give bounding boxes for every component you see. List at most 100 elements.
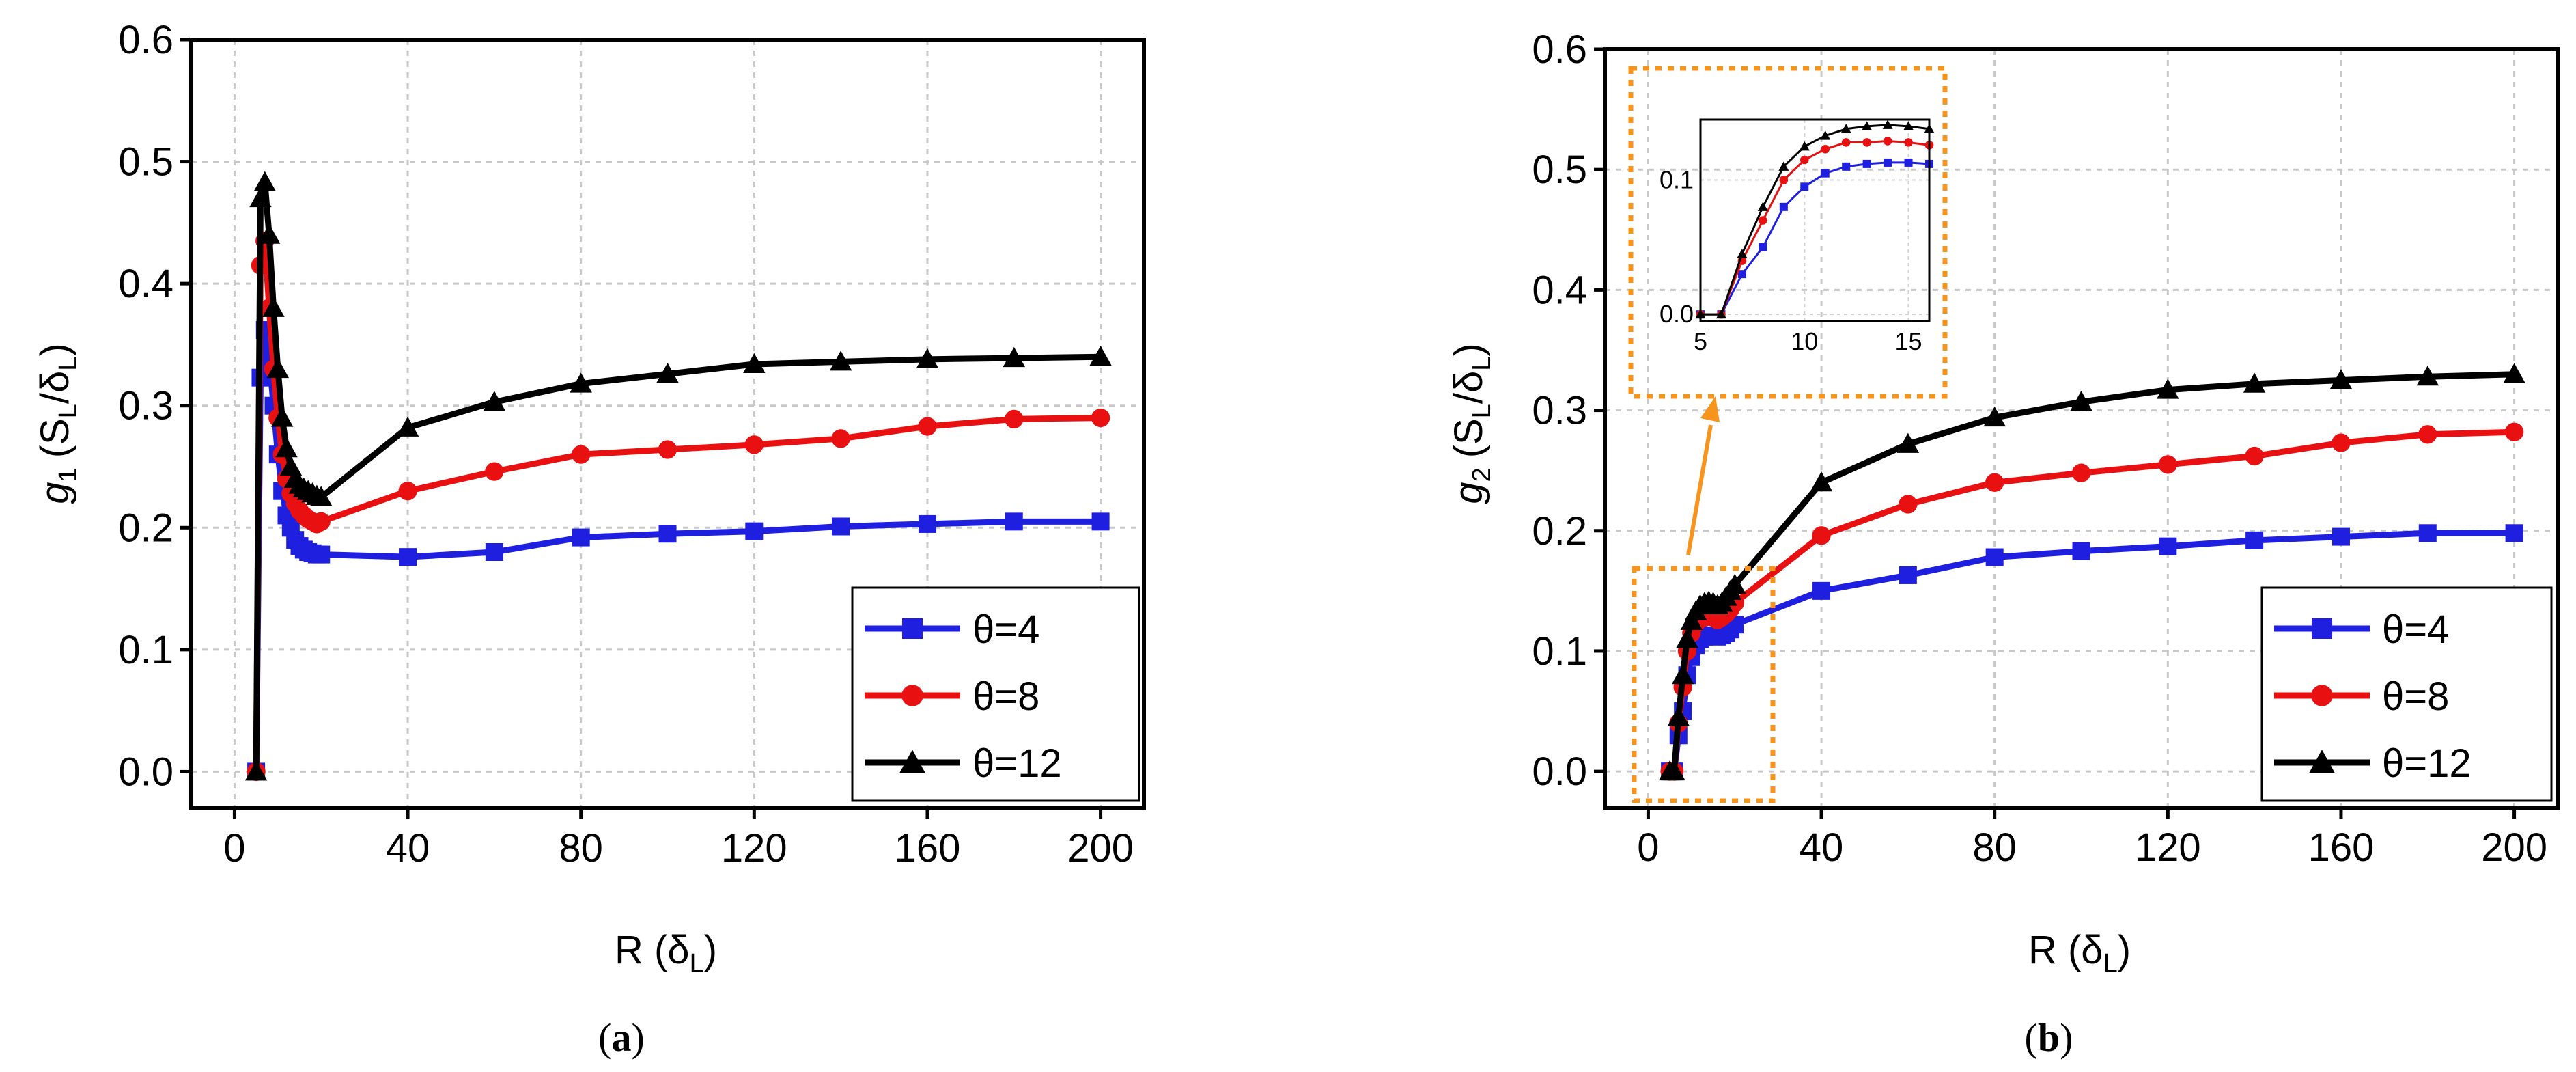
data-point-square [1005, 512, 1023, 531]
data-point-circle [1091, 408, 1110, 428]
inset-plot-frame [1699, 118, 1931, 322]
data-point-circle [2418, 425, 2437, 444]
data-point-circle [1985, 473, 2004, 492]
inset-data-point-circle [1904, 138, 1913, 147]
inset-data-point-square [1862, 159, 1871, 168]
ticks-b: 0 40 80 120 160 200 0.0 0.1 0.2 0.3 0.4 0.5 0.6 [1532, 27, 2547, 870]
data-point-triangle [1089, 346, 1112, 366]
x-tick-label: 200 [1067, 826, 1134, 870]
data-point-square [745, 522, 764, 540]
data-point-triangle [270, 407, 294, 427]
legend-marker-circle [901, 685, 923, 706]
inset-data-point-square [1779, 202, 1788, 211]
inset-data-point-triangle [1903, 121, 1914, 130]
data-point-square [2332, 527, 2350, 546]
data-point-circle [2504, 422, 2524, 441]
y-tick-label: 0.4 [118, 262, 173, 306]
y-tick-label: 0.0 [1532, 750, 1587, 794]
y-tick-label: 0.2 [118, 506, 173, 550]
legend-entries-b: θ=4 θ=8 θ=12 [2274, 607, 2472, 786]
data-point-circle [1899, 495, 1918, 514]
data-point-square [1985, 548, 2004, 566]
y-tick-label: 0.5 [1532, 148, 1587, 192]
y-tick-label: 0.4 [1532, 268, 1587, 312]
inset-x-tick-label: 15 [1895, 327, 1922, 355]
data-point-square [2159, 537, 2177, 555]
ticks-a: 0 40 80 120 160 200 0.0 0.1 0.2 0.3 0.4 0.5 0.6 [118, 18, 1134, 870]
caption-b: (b) [2025, 1015, 2073, 1060]
data-point-triangle [483, 391, 506, 411]
inset-data-point-triangle [1737, 249, 1748, 258]
x-tick-label: 200 [2481, 825, 2547, 870]
data-point-triangle [253, 171, 277, 191]
x-tick-label: 0 [223, 826, 245, 870]
data-point-triangle [1896, 432, 1920, 453]
data-point-triangle [1003, 346, 1026, 368]
legend-marker-circle [2311, 685, 2333, 706]
data-point-triangle [2503, 363, 2525, 383]
inset-data-point-triangle [1757, 202, 1768, 211]
data-point-triangle [309, 486, 333, 506]
data-point-triangle [656, 363, 679, 383]
data-point-circle [1005, 409, 1024, 429]
data-point-triangle [916, 348, 939, 368]
inset-chart: 5 10 15 0.0 0.1 [1660, 118, 1935, 355]
legend-marker-square [2312, 618, 2332, 639]
data-point-triangle [262, 297, 285, 317]
x-axis-label-a: R (δL) [615, 928, 717, 978]
data-point-square [1812, 581, 1831, 600]
y-tick-label: 0.5 [118, 140, 173, 184]
inset-series-line-triangle [1700, 124, 1930, 316]
data-point-circle [1812, 526, 1831, 545]
inset-data-point-triangle [1882, 120, 1893, 129]
data-point-triangle [1671, 663, 1694, 685]
data-point-triangle [2416, 365, 2439, 386]
data-point-triangle [1663, 760, 1685, 781]
data-point-circle [2332, 433, 2351, 452]
inset-data-point-circle [1800, 155, 1809, 165]
legend-label: θ=8 [972, 674, 1039, 719]
chart-panel-a: 0 40 80 120 160 200 0.0 0.1 0.2 0.3 0.4 0.5 0.6 g1(S… [33, 18, 1146, 1060]
y-tick-label: 0.1 [1532, 629, 1587, 674]
data-point-square [312, 545, 331, 564]
data-point-triangle [1983, 406, 2006, 427]
inset-data-point-circle [1821, 144, 1830, 154]
data-point-circle [2158, 455, 2177, 474]
legend-marker-square [902, 618, 923, 639]
y-tick-label: 0.3 [118, 384, 173, 428]
y-axis-label-a: g1(SL/δL) [33, 343, 83, 504]
data-point-triangle [2329, 369, 2353, 389]
data-point-circle [744, 435, 764, 454]
legend-marker-triangle [2309, 750, 2335, 773]
data-point-circle [2245, 446, 2264, 466]
data-point-triangle [570, 372, 592, 393]
x-tick-label: 160 [895, 826, 961, 870]
inset-data-point-triangle [1820, 130, 1831, 140]
data-point-triangle [1676, 628, 1698, 648]
chart-panel-b: 0 40 80 120 160 200 0.0 0.1 0.2 0.3 0.4 0.5 0.6 g2(S… [1446, 27, 2560, 1060]
x-tick-label: 40 [1800, 825, 1844, 870]
data-point-circle [831, 429, 850, 448]
inset-y-tick-label: 0.1 [1660, 166, 1694, 194]
zoom-arrow-head [1700, 396, 1720, 422]
inset-data-point-square [1800, 182, 1809, 191]
data-point-triangle [743, 353, 766, 373]
data-point-triangle [1810, 471, 1833, 492]
plot-frame-a [189, 38, 1146, 810]
data-point-triangle [1723, 573, 1746, 594]
inset-data-point-square [1759, 243, 1767, 251]
inset-data-point-circle [1759, 216, 1767, 225]
inset-data-point-square [1821, 169, 1830, 178]
inset-x-tick-label: 10 [1791, 327, 1818, 355]
data-point-square [2505, 524, 2523, 542]
data-point-square [918, 514, 936, 533]
inset-data-point-triangle [1716, 309, 1726, 319]
caption-a: (a) [598, 1015, 645, 1060]
data-point-triangle [249, 187, 272, 208]
inset-frame-border [1628, 66, 1948, 399]
data-point-square [2072, 542, 2090, 560]
inset-data-point-square [1842, 162, 1851, 171]
inset-data-point-square [1884, 158, 1892, 167]
data-point-triangle [2157, 379, 2179, 399]
